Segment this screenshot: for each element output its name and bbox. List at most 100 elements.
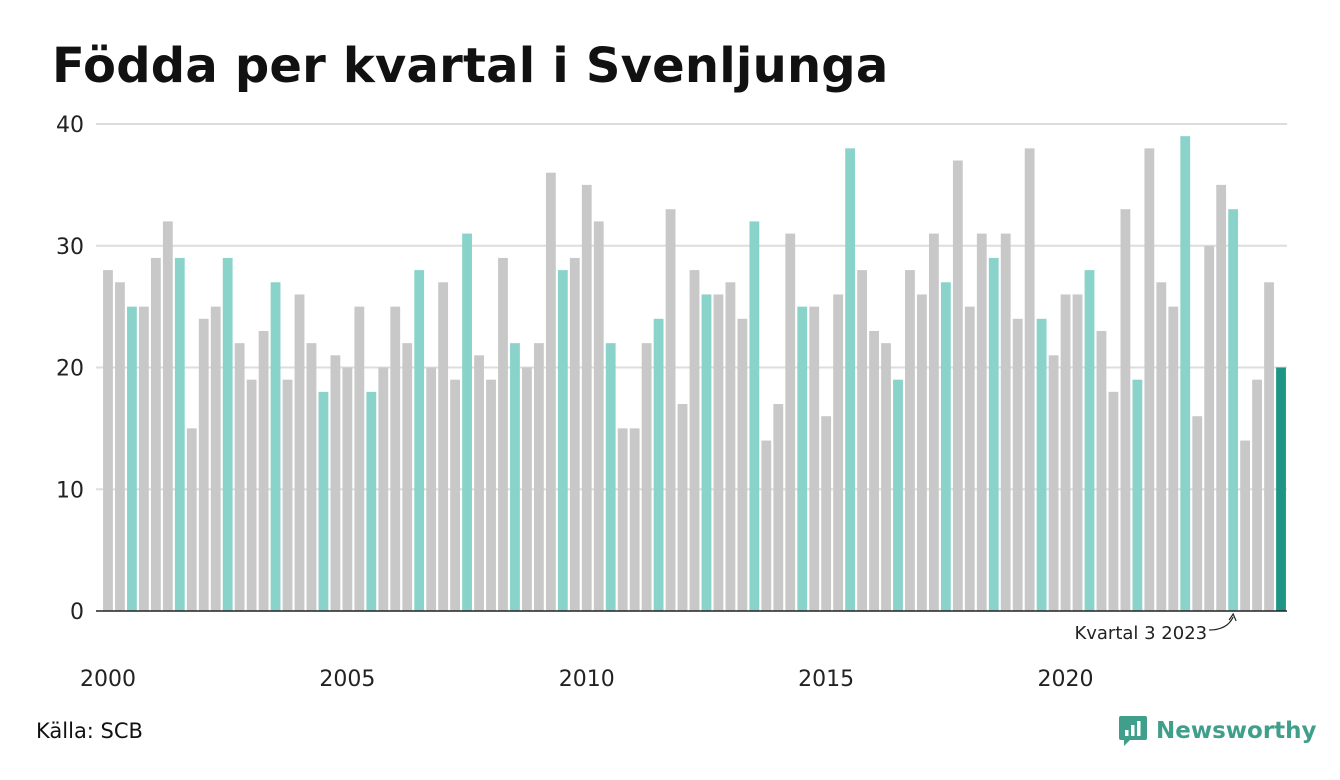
bar <box>533 343 544 611</box>
bar <box>940 282 951 611</box>
bar <box>246 379 257 611</box>
bar-chart: 0 10 20 30 40 2000 2005 2010 2015 2020 Kvartal 3 2… <box>56 113 1287 692</box>
bar <box>174 257 185 611</box>
bar <box>809 306 820 611</box>
bar <box>605 343 616 611</box>
bar <box>150 257 161 611</box>
bar <box>234 343 245 611</box>
bar <box>1132 379 1143 611</box>
bar <box>905 270 915 611</box>
chart-title: Födda per kvartal i Svenljunga <box>52 38 889 94</box>
bar <box>617 428 628 611</box>
bar <box>390 306 401 611</box>
bar <box>988 257 999 611</box>
bar <box>737 318 748 611</box>
bar <box>210 306 221 611</box>
bar <box>198 318 209 611</box>
bar <box>115 282 125 611</box>
annotation-arrow <box>1209 616 1234 631</box>
bar <box>450 379 461 611</box>
y-tick-label: 10 <box>56 478 84 503</box>
bar <box>761 440 772 611</box>
bar <box>1276 367 1286 611</box>
y-tick-label: 20 <box>56 357 84 382</box>
bar <box>545 172 556 611</box>
x-tick-label: 2005 <box>319 667 375 692</box>
bar <box>869 330 879 611</box>
bar <box>713 294 724 611</box>
bar <box>1168 306 1179 611</box>
bar <box>474 355 484 611</box>
bar <box>138 306 149 611</box>
bar <box>917 294 927 611</box>
bar <box>1096 330 1107 611</box>
bar <box>1252 379 1262 611</box>
bar <box>581 184 592 611</box>
bar <box>665 209 676 611</box>
x-tick-label: 2000 <box>80 667 136 692</box>
bar <box>928 233 939 611</box>
bar <box>462 233 472 611</box>
bar <box>258 330 269 611</box>
bar <box>1024 148 1035 611</box>
bar <box>498 257 508 611</box>
bar <box>282 379 293 611</box>
bar <box>378 367 389 611</box>
bar <box>1120 209 1131 611</box>
bar <box>641 343 652 611</box>
bar <box>1204 245 1215 611</box>
bar <box>127 306 137 611</box>
bar <box>773 404 784 611</box>
bar <box>1084 270 1095 611</box>
bar <box>186 428 197 611</box>
bar <box>797 306 808 611</box>
bar <box>1036 318 1047 611</box>
bar <box>270 282 281 611</box>
bar <box>1072 294 1083 611</box>
bar <box>486 379 496 611</box>
bar <box>629 428 640 611</box>
bar <box>725 282 736 611</box>
brand: Newsworthy <box>1118 714 1317 748</box>
bar <box>881 343 891 611</box>
bar <box>1144 148 1155 611</box>
bar <box>569 257 580 611</box>
bar <box>653 318 664 611</box>
bar <box>438 282 449 611</box>
x-tick-label: 2020 <box>1038 667 1094 692</box>
bar <box>964 306 975 611</box>
bar <box>845 148 856 611</box>
bar <box>1192 416 1203 611</box>
bar <box>893 379 903 611</box>
bar <box>366 391 377 611</box>
bar <box>1180 136 1191 612</box>
bar <box>749 221 760 611</box>
bar <box>294 294 305 611</box>
bar <box>1060 294 1071 611</box>
newsworthy-logo-icon <box>1119 716 1147 746</box>
source-label: Källa: SCB <box>36 719 143 743</box>
bar <box>1012 318 1023 611</box>
bar <box>426 367 437 611</box>
bar <box>318 391 329 611</box>
annotation-label: Kvartal 3 2023 <box>1074 623 1207 644</box>
bar <box>306 343 317 611</box>
bar <box>354 306 365 611</box>
bar <box>1216 184 1227 611</box>
bar <box>222 257 233 611</box>
bar <box>821 416 832 611</box>
bar <box>1048 355 1059 611</box>
bar <box>162 221 173 611</box>
bar <box>1240 440 1251 611</box>
bar <box>402 343 413 611</box>
bar <box>833 294 844 611</box>
bar <box>785 233 796 611</box>
bar <box>1000 233 1011 611</box>
brand-name: Newsworthy <box>1156 718 1317 744</box>
bar <box>689 270 700 611</box>
x-tick-label: 2015 <box>798 667 854 692</box>
y-tick-label: 30 <box>56 235 84 260</box>
x-tick-label: 2010 <box>559 667 615 692</box>
bar <box>701 294 712 611</box>
bar <box>1156 282 1167 611</box>
